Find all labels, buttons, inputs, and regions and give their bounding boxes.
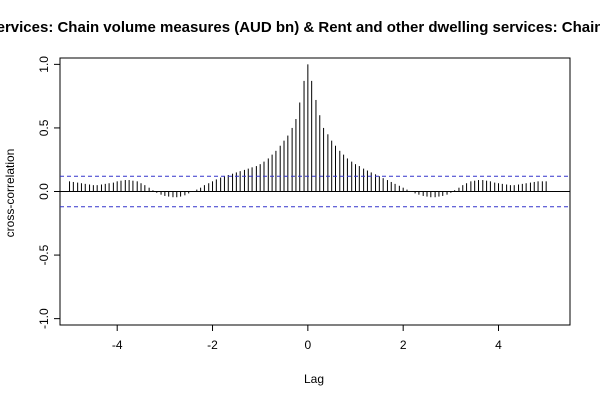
y-axis-label: cross-correlation <box>3 149 17 238</box>
x-axis-label: Lag <box>304 372 324 386</box>
y-tick-label: -1.0 <box>37 308 51 329</box>
y-tick-label: 0.0 <box>37 183 51 200</box>
x-axis: -4 -2 0 2 4 <box>112 325 502 352</box>
y-tick-label: 0.5 <box>37 119 51 136</box>
x-tick-label: 0 <box>305 338 312 352</box>
bars-group <box>69 64 547 198</box>
x-tick-label: 2 <box>400 338 407 352</box>
x-tick-label: -4 <box>112 338 123 352</box>
chart-title: ing services: Chain volume measures (AUD… <box>0 19 600 36</box>
y-axis: -1.0 -0.5 0.0 0.5 1.0 <box>37 56 60 329</box>
x-tick-label: 4 <box>495 338 502 352</box>
y-tick-label: -0.5 <box>37 244 51 265</box>
y-tick-label: 1.0 <box>37 56 51 73</box>
x-tick-label: -2 <box>207 338 218 352</box>
